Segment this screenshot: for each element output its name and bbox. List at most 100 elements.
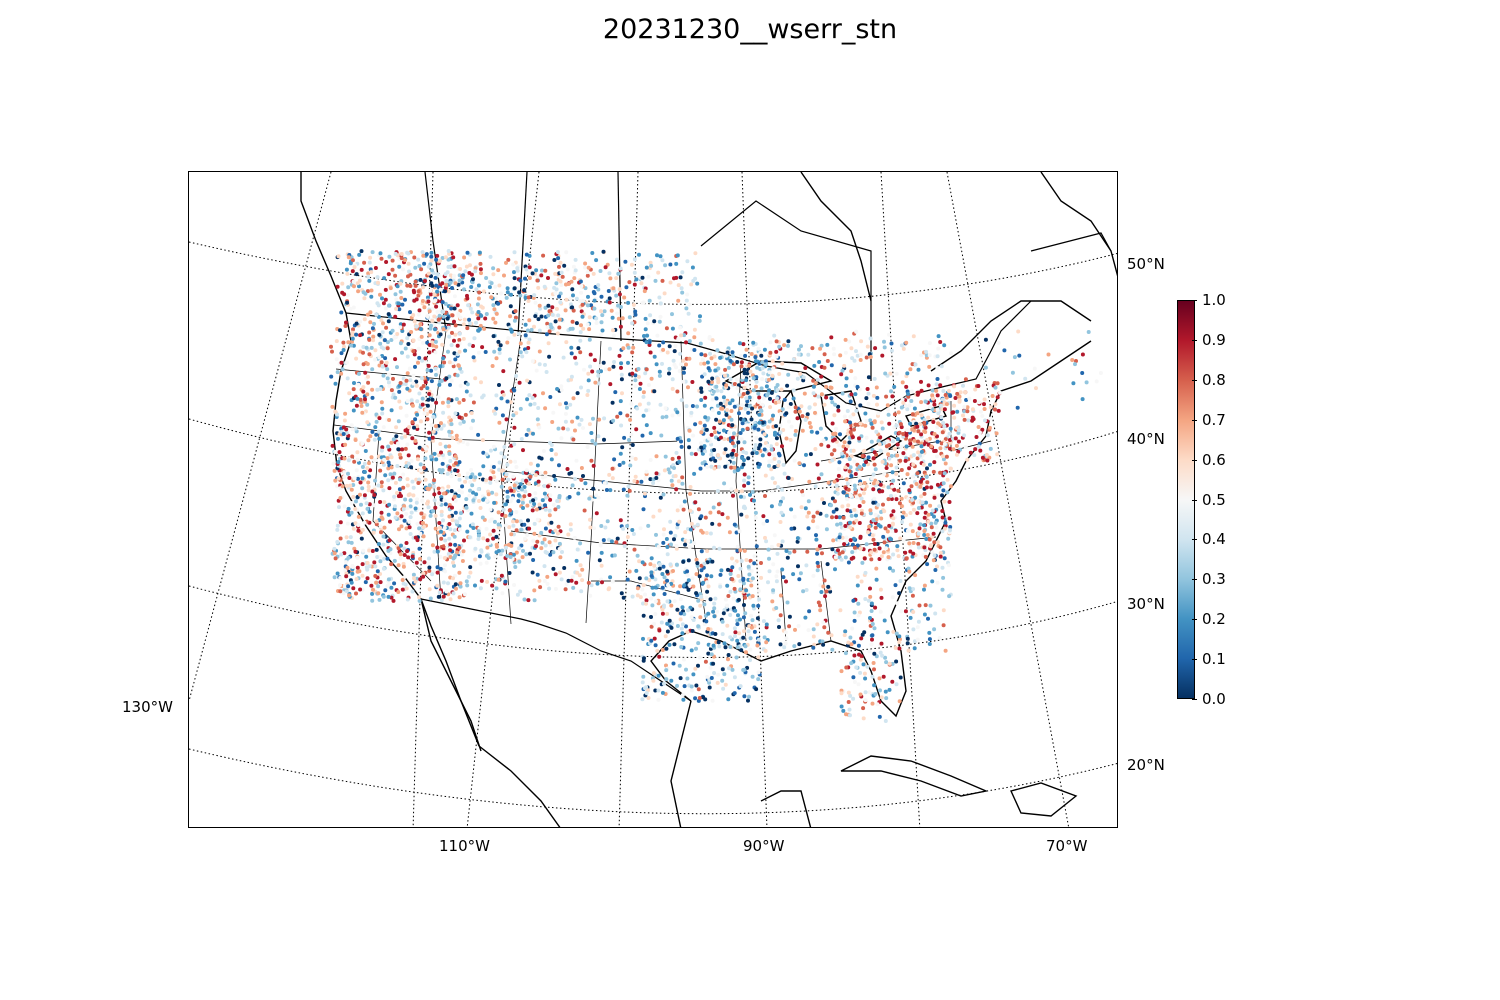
station-point bbox=[731, 493, 735, 498]
station-point bbox=[756, 670, 761, 675]
station-point bbox=[938, 446, 943, 451]
station-point bbox=[451, 556, 456, 561]
station-point bbox=[993, 407, 997, 412]
station-point bbox=[862, 481, 867, 485]
station-point bbox=[925, 562, 930, 567]
station-point bbox=[892, 446, 897, 451]
station-point bbox=[926, 383, 931, 388]
station-point bbox=[352, 459, 357, 464]
station-point bbox=[374, 522, 379, 527]
station-point bbox=[874, 429, 879, 434]
station-point bbox=[811, 645, 816, 650]
station-point bbox=[384, 542, 389, 547]
station-point bbox=[968, 450, 973, 455]
station-point bbox=[522, 494, 527, 499]
station-point bbox=[543, 305, 548, 310]
station-point bbox=[735, 360, 740, 364]
station-point bbox=[496, 549, 501, 553]
station-point bbox=[664, 668, 669, 673]
station-point bbox=[554, 287, 559, 292]
station-point bbox=[996, 408, 1001, 413]
station-point bbox=[649, 570, 654, 575]
station-point bbox=[497, 420, 502, 425]
map-panel[interactable] bbox=[188, 171, 1118, 828]
station-point bbox=[690, 576, 695, 581]
station-point bbox=[558, 260, 563, 265]
station-point bbox=[653, 585, 658, 590]
station-point bbox=[753, 515, 758, 520]
station-point bbox=[916, 506, 921, 510]
station-point bbox=[615, 414, 620, 419]
station-point bbox=[637, 387, 642, 391]
station-point bbox=[414, 560, 419, 565]
station-point bbox=[548, 395, 553, 399]
station-point bbox=[889, 493, 893, 498]
station-point bbox=[865, 344, 870, 349]
station-point bbox=[329, 374, 334, 379]
station-point bbox=[417, 526, 422, 531]
station-point bbox=[824, 384, 829, 389]
station-point bbox=[712, 671, 717, 675]
station-point bbox=[355, 555, 360, 560]
station-point bbox=[440, 400, 445, 405]
station-point bbox=[925, 480, 930, 485]
station-point bbox=[767, 452, 772, 457]
station-point bbox=[922, 523, 927, 528]
station-point bbox=[696, 507, 701, 512]
station-point bbox=[703, 353, 708, 358]
station-point bbox=[708, 646, 713, 651]
station-point bbox=[435, 289, 440, 294]
station-point bbox=[586, 550, 591, 555]
station-point bbox=[556, 256, 561, 261]
station-point bbox=[855, 583, 860, 588]
station-point bbox=[712, 545, 716, 550]
station-point bbox=[575, 547, 580, 552]
station-point bbox=[705, 674, 710, 679]
station-point bbox=[706, 584, 711, 589]
station-point bbox=[905, 528, 910, 533]
station-point bbox=[434, 257, 439, 262]
station-point bbox=[426, 505, 431, 510]
station-point bbox=[886, 407, 891, 412]
station-point bbox=[863, 411, 868, 416]
station-point bbox=[403, 382, 408, 386]
station-point bbox=[391, 376, 395, 381]
station-point bbox=[821, 438, 826, 443]
station-point bbox=[342, 551, 347, 556]
station-point bbox=[930, 550, 935, 555]
station-point bbox=[811, 514, 816, 519]
station-point bbox=[728, 613, 733, 617]
station-point bbox=[543, 470, 548, 475]
station-point bbox=[398, 455, 403, 460]
station-point bbox=[494, 406, 499, 411]
station-point bbox=[972, 399, 977, 403]
station-point bbox=[513, 459, 518, 464]
station-point bbox=[674, 450, 679, 455]
station-point bbox=[842, 414, 847, 419]
station-point bbox=[800, 489, 805, 494]
station-point bbox=[416, 408, 421, 413]
station-point bbox=[537, 362, 542, 367]
station-point bbox=[732, 522, 737, 527]
station-point bbox=[757, 412, 762, 417]
station-point bbox=[576, 491, 581, 496]
station-point bbox=[887, 566, 892, 571]
station-point bbox=[477, 554, 482, 559]
station-point bbox=[514, 528, 519, 533]
station-point bbox=[458, 581, 463, 586]
station-point bbox=[545, 574, 550, 579]
station-point bbox=[942, 407, 947, 412]
station-point bbox=[908, 615, 913, 620]
station-point bbox=[906, 566, 911, 571]
station-point bbox=[401, 267, 405, 272]
station-point bbox=[731, 435, 735, 440]
state-line-ne bbox=[950, 401, 992, 452]
station-point bbox=[745, 383, 750, 388]
station-point bbox=[479, 380, 483, 385]
station-point bbox=[405, 250, 410, 255]
station-point bbox=[910, 593, 915, 598]
station-point bbox=[410, 420, 415, 425]
station-point bbox=[834, 507, 839, 512]
station-point bbox=[918, 479, 923, 484]
station-point bbox=[396, 494, 401, 499]
